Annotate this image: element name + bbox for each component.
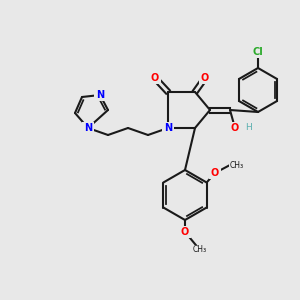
Text: CH₃: CH₃ [230, 160, 244, 169]
Text: N: N [164, 123, 172, 133]
Text: Cl: Cl [253, 47, 263, 57]
Text: O: O [211, 168, 219, 178]
Text: O: O [231, 123, 239, 133]
Text: N: N [96, 90, 104, 100]
Text: O: O [151, 73, 159, 83]
Text: CH₃: CH₃ [193, 245, 207, 254]
Text: N: N [84, 123, 92, 133]
Text: H: H [244, 124, 251, 133]
Text: O: O [181, 227, 189, 237]
Text: O: O [201, 73, 209, 83]
